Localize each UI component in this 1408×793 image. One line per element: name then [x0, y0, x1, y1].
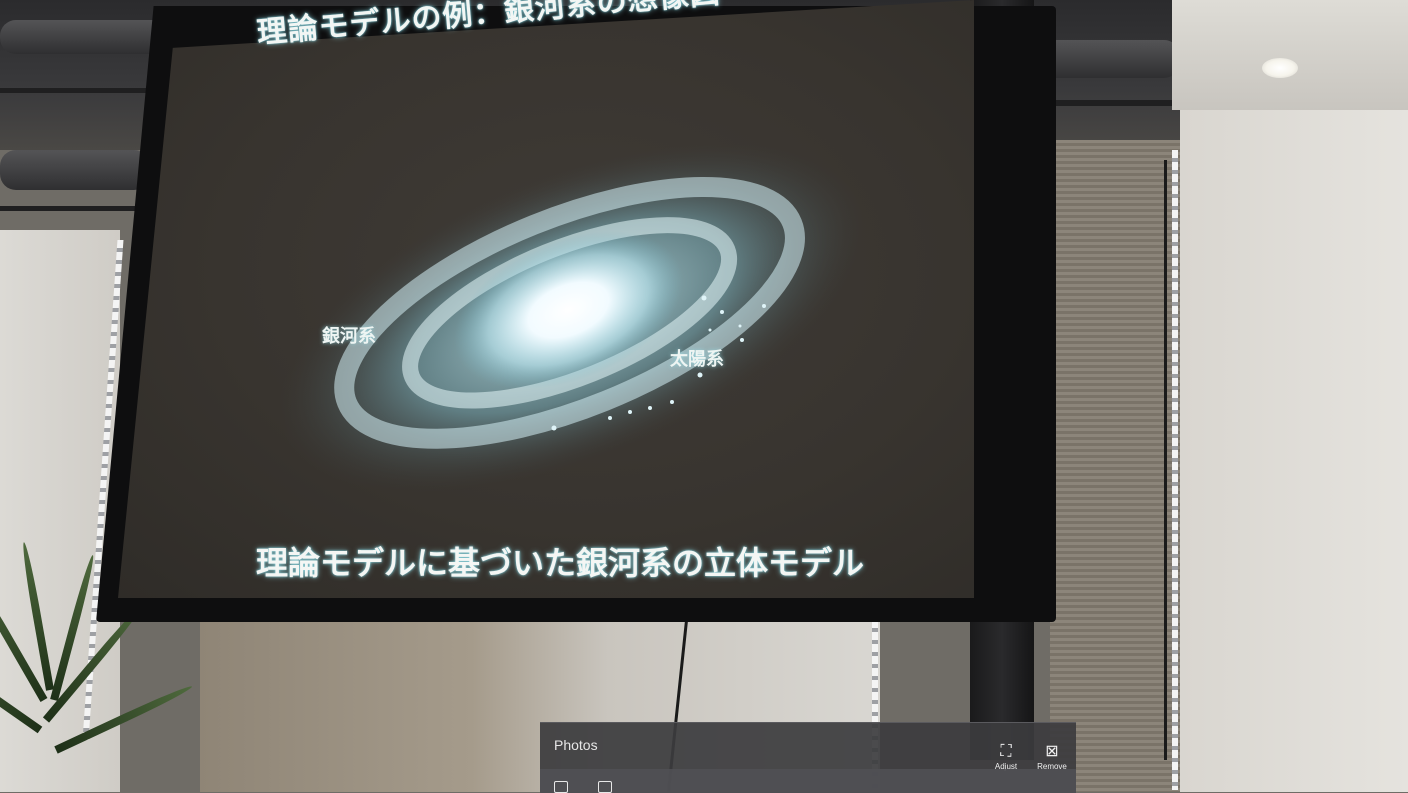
right-wall [1180, 110, 1408, 792]
spiral-arm [334, 176, 805, 449]
remove-icon: ⊠ [1045, 743, 1059, 760]
ceiling-duct [0, 150, 150, 190]
photos-bottom-toolbar [540, 769, 1076, 793]
potted-plant [0, 400, 194, 792]
galaxy-illustration [279, 143, 864, 492]
adjust-button[interactable]: ⛶ Adjust [986, 743, 1026, 783]
window-blinds [1050, 140, 1180, 792]
remove-label: Remove [1037, 762, 1067, 771]
save-icon[interactable] [554, 781, 568, 793]
adjust-label: Adjust [994, 762, 1018, 771]
milky-way-label: 銀河系 [322, 326, 376, 347]
star-dots [551, 295, 766, 431]
led-strip [1172, 150, 1178, 790]
share-icon[interactable] [598, 781, 612, 793]
photos-app-panel: Photos ⛶ Adjust ⊠ Remove [540, 722, 1076, 793]
ceiling-duct [1040, 40, 1180, 78]
app-title: Photos [554, 737, 598, 753]
remove-button[interactable]: ⊠ Remove [1032, 743, 1072, 783]
adjust-icon: ⛶ [1000, 743, 1012, 760]
solar-system-label: 太陽系 [670, 349, 724, 370]
cable [1164, 160, 1167, 760]
slide-caption: 理論モデルに基づいた銀河系の立体モデル [256, 544, 865, 582]
led-strip [872, 620, 878, 792]
ceiling-light [1262, 58, 1298, 78]
galaxy-core [454, 231, 683, 390]
ceiling-beam [0, 88, 170, 93]
ceiling-beam [0, 206, 150, 211]
plant-leaf [54, 682, 194, 754]
ceiling-tile [1172, 0, 1408, 110]
